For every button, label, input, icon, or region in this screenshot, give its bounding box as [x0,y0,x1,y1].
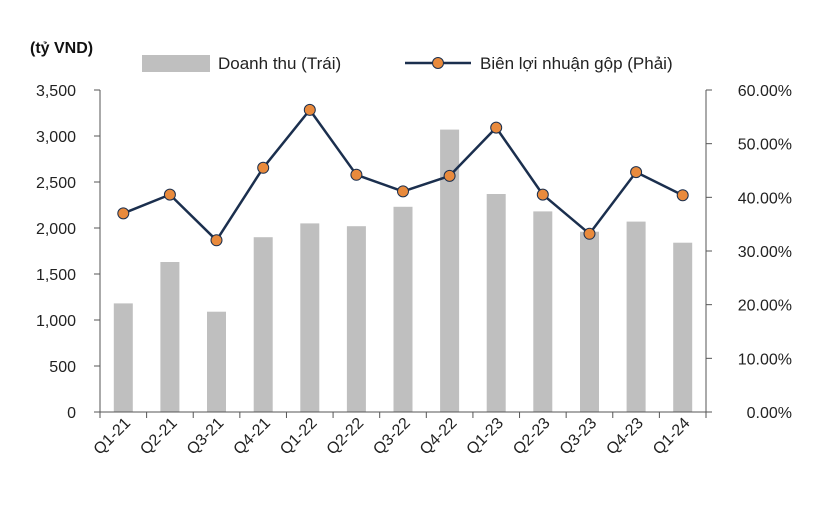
line-point [257,161,270,174]
legend: Doanh thu (Trái) Biên lợi nhuận gộp (Phả… [142,54,673,73]
left-tick-label: 1,000 [36,313,76,330]
line-point [443,169,456,182]
line-point [676,189,689,202]
legend-bar-label: Doanh thu (Trái) [218,54,341,73]
right-tick-label: 0.00% [747,405,792,422]
line-point [397,185,409,198]
bar [253,237,273,412]
line-point [163,188,176,201]
bar [486,194,506,412]
bar [346,226,366,412]
x-tick-label: Q3-22 [370,415,414,459]
right-tick-label: 40.00% [738,190,792,207]
x-tick-label: Q3-23 [557,415,601,459]
x-tick-label: Q2-21 [137,415,181,459]
bar [440,129,460,412]
bar [673,242,693,412]
x-tick-label: Q4-21 [231,415,275,459]
x-tick-label: Q4-22 [417,415,461,459]
bar [626,221,646,412]
bar [580,231,599,412]
x-tick-label: Q1-24 [650,415,694,459]
bar-series [113,129,693,412]
right-tick-label: 20.00% [738,298,792,315]
x-tick-label: Q1-23 [464,415,508,459]
right-tick-label: 60.00% [738,83,792,100]
bar [207,311,226,412]
line-point [490,121,503,134]
left-tick-label: 3,000 [36,129,76,146]
line-point [630,166,643,179]
line-point [303,103,316,116]
line-point [536,188,549,201]
line-point [117,207,130,220]
left-tick-label: 0 [67,405,76,422]
bar [533,211,553,412]
left-axis-ticks: 0 500 1,000 1,500 2,000 2,500 3,000 3,500 [36,83,100,422]
left-tick-label: 1,500 [36,267,76,284]
legend-line-label: Biên lợi nhuận gộp (Phải) [480,54,673,73]
x-tick-label: Q3-21 [184,415,228,459]
bar [300,223,320,412]
x-tick-label: Q4-23 [603,415,647,459]
left-tick-label: 500 [49,359,76,376]
line-point [583,227,596,240]
right-axis-ticks: 0.00% 10.00% 20.00% 30.00% 40.00% 50.00% 60.00… [706,83,792,422]
x-tick-label: Q1-21 [91,415,135,459]
right-tick-label: 10.00% [738,351,792,368]
bar [113,303,133,412]
left-tick-label: 2,000 [36,221,76,238]
legend-bar-swatch [142,55,210,72]
right-tick-label: 30.00% [738,244,792,261]
legend-line-marker [432,57,444,69]
right-tick-label: 50.00% [738,137,792,154]
x-tick-label: Q1-22 [277,415,321,459]
bar [393,206,413,412]
line-point [350,168,363,181]
left-tick-label: 3,500 [36,83,76,100]
x-axis-ticks: Q1-21 Q2-21 Q3-21 Q4-21 Q1-22 Q2-22 Q3-22 Q4-22… [91,415,694,459]
line-point [210,234,223,247]
y-axis-unit-label: (tỷ VND) [30,40,93,57]
left-tick-label: 2,500 [36,175,76,192]
x-tick-label: Q2-22 [324,415,368,459]
x-tick-label: Q2-23 [510,415,554,459]
line-series [117,103,689,247]
bar [160,262,180,412]
